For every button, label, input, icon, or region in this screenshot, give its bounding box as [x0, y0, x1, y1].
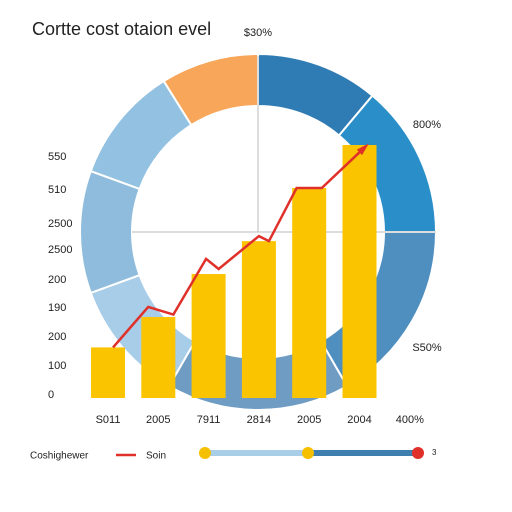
legend-label: Coshighewer — [30, 451, 89, 462]
donut-segment — [79, 169, 141, 295]
y-tick-label: 200 — [48, 274, 66, 286]
x-tick-label: 2005 — [146, 414, 170, 426]
y-tick-label: 100 — [48, 360, 66, 372]
line — [112, 146, 366, 349]
arrow-head — [356, 143, 369, 156]
y-tick-label: 2500 — [48, 218, 72, 230]
slider-knob[interactable] — [302, 447, 314, 459]
y-tick-label: 550 — [48, 151, 66, 163]
bar — [91, 347, 125, 398]
bar — [292, 188, 327, 398]
y-tick-label: 0 — [48, 389, 54, 401]
y-tick-label: 200 — [48, 331, 66, 343]
slider-track — [205, 450, 308, 456]
slider-track — [308, 450, 418, 456]
slider-knob[interactable] — [199, 447, 211, 459]
chart-title: Cortte cost otaion evel — [32, 19, 211, 39]
bar — [241, 241, 276, 398]
legend-label: Soin — [146, 451, 166, 462]
y-tick-label: 2500 — [48, 244, 72, 256]
y-tick-label: 190 — [48, 302, 66, 314]
slider-knob[interactable] — [412, 447, 424, 459]
donut-segment — [319, 231, 438, 388]
bar — [191, 274, 226, 398]
x-tick-label: 2814 — [247, 414, 271, 426]
slider-label: 3 — [432, 448, 437, 457]
x-tick-label: S011 — [96, 414, 121, 426]
x-tick-label: 400% — [396, 414, 424, 426]
slider[interactable] — [199, 447, 424, 459]
annotation: S50% — [412, 342, 442, 354]
donut-segment — [89, 79, 193, 191]
annotation: 800% — [413, 119, 441, 131]
x-tick-label: 2005 — [297, 414, 321, 426]
y-tick-label: 510 — [48, 184, 66, 196]
bar — [342, 145, 377, 398]
bar — [141, 317, 176, 398]
annotation: $30% — [244, 27, 272, 39]
x-tick-label: 2004 — [347, 414, 371, 426]
x-tick-label: 7911 — [197, 414, 221, 426]
